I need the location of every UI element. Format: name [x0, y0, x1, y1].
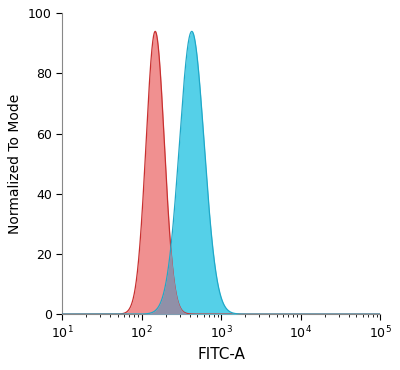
Y-axis label: Normalized To Mode: Normalized To Mode — [8, 94, 22, 234]
X-axis label: FITC-A: FITC-A — [197, 347, 245, 361]
